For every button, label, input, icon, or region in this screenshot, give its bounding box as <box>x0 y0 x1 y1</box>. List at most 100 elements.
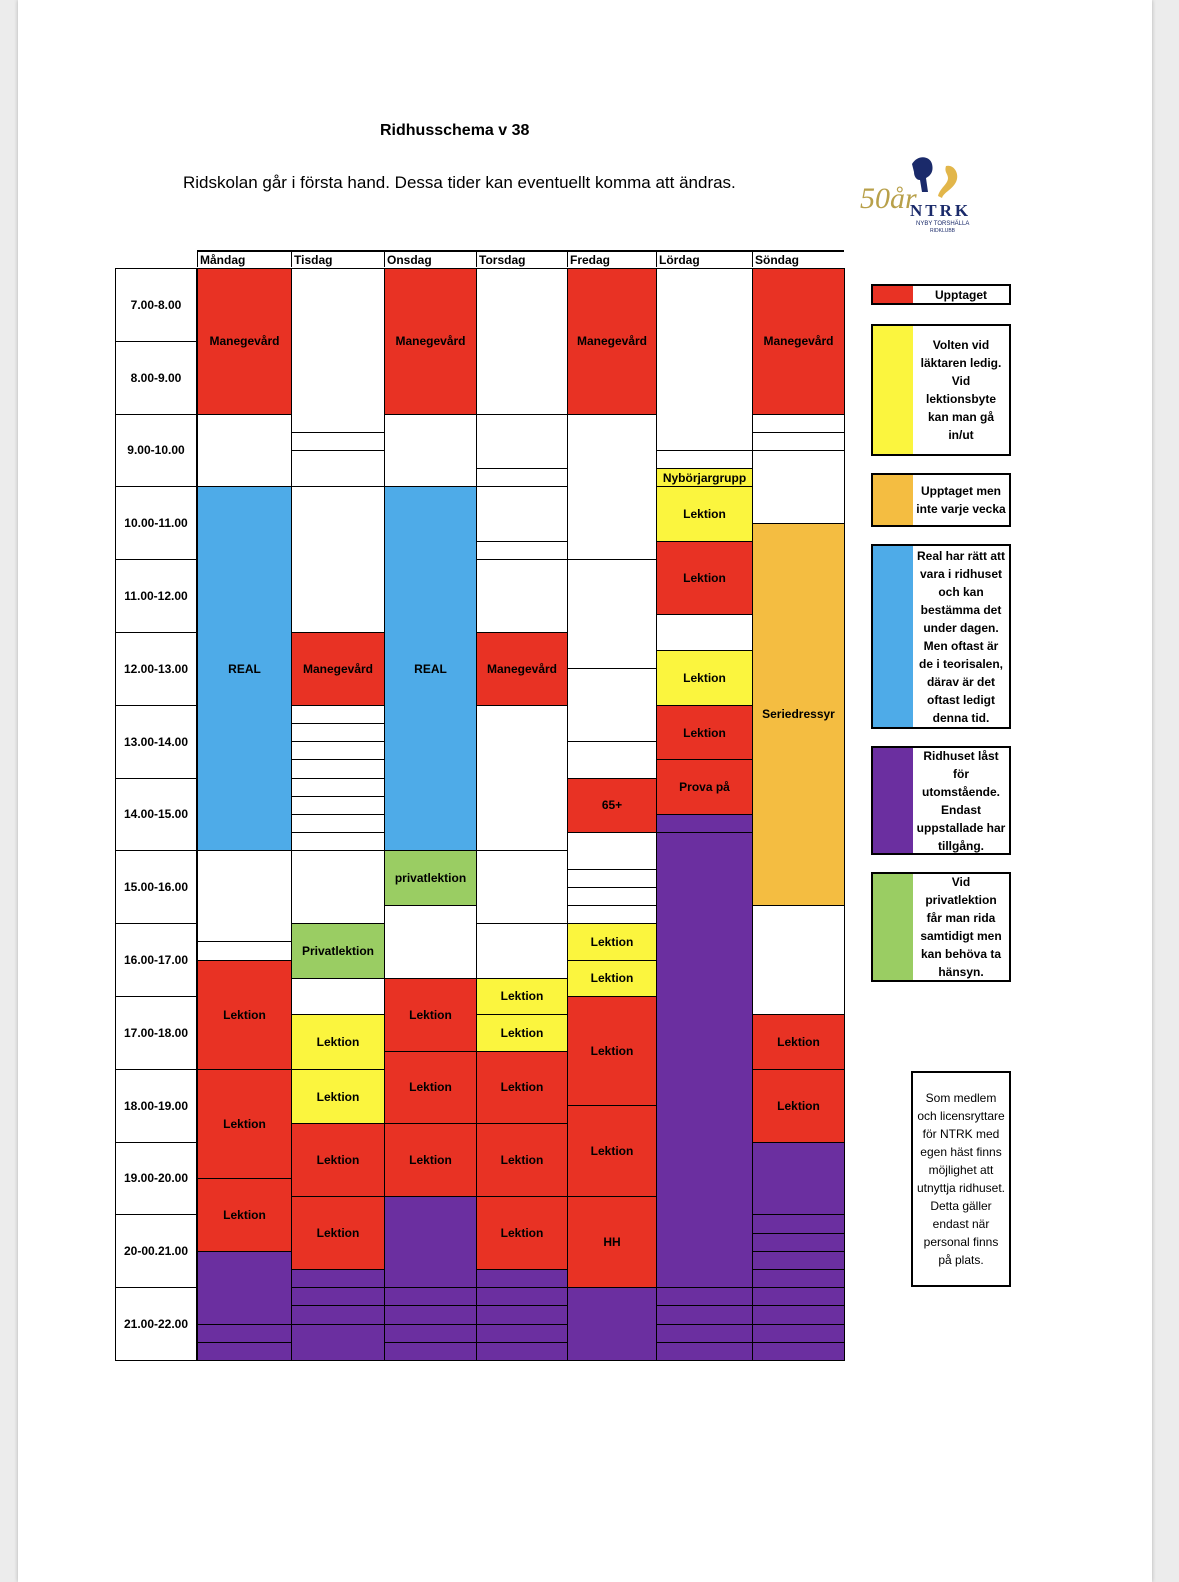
legend-label: Volten vid läktaren ledig. Vid lektionsb… <box>920 338 1002 442</box>
schedule-block <box>476 486 568 542</box>
schedule-block <box>291 431 385 451</box>
horse-silhouette-icon <box>912 157 933 192</box>
schedule-block <box>567 668 657 743</box>
schedule-block: Lektion <box>384 1123 477 1198</box>
schedule-block <box>752 413 845 433</box>
schedule-block: Lektion <box>384 977 477 1052</box>
schedule-block <box>752 1323 845 1343</box>
legend-swatch <box>873 748 913 853</box>
schedule-block: REAL <box>197 486 292 852</box>
schedule-block <box>656 268 753 451</box>
time-slot-label: 17.00-18.00 <box>115 996 197 1070</box>
schedule-block <box>752 431 845 451</box>
schedule-block: Lektion <box>197 959 292 1070</box>
schedule-block <box>476 923 568 979</box>
schedule-block: Manegevård <box>476 632 568 706</box>
schedule-block <box>384 1323 477 1343</box>
legend-item: Upptaget <box>871 284 1011 305</box>
schedule-block <box>384 413 477 488</box>
schedule-block <box>291 1323 385 1361</box>
schedule-block <box>476 1305 568 1325</box>
day-header: Fredag <box>567 250 656 267</box>
schedule-block: Lektion <box>656 650 753 706</box>
schedule-block <box>384 1341 477 1361</box>
schedule-block <box>656 814 753 834</box>
schedule-block: Lektion <box>656 541 753 615</box>
schedule-block <box>752 905 845 1016</box>
schedule-block: Lektion <box>476 1014 568 1052</box>
time-slot-label: 15.00-16.00 <box>115 850 197 925</box>
schedule-block <box>476 413 568 470</box>
schedule-block <box>291 741 385 761</box>
schedule-block <box>384 1305 477 1325</box>
schedule-block: Manegevård <box>567 268 657 415</box>
schedule-block <box>476 1323 568 1343</box>
schedule-block <box>567 559 657 670</box>
schedule-block <box>656 450 753 470</box>
logo-anniversary-text: 50år <box>860 182 917 215</box>
schedule-block <box>752 1232 845 1252</box>
schedule-block: Manegevård <box>197 268 292 415</box>
member-note: Som medlem och licensryttare för NTRK me… <box>911 1071 1011 1287</box>
schedule-block <box>567 832 657 870</box>
legend-swatch <box>873 874 913 980</box>
schedule-block <box>752 1341 845 1361</box>
schedule-block: Lektion <box>752 1068 845 1143</box>
schedule-block <box>291 486 385 633</box>
schedule-block <box>476 559 568 633</box>
schedule-block <box>291 1269 385 1289</box>
schedule-block <box>656 1341 753 1361</box>
schedule-block: Lektion <box>476 1050 568 1125</box>
schedule-block <box>656 832 753 1289</box>
day-header: Onsdag <box>384 250 476 267</box>
schedule-block <box>752 450 845 524</box>
schedule-block: Manegevård <box>752 268 845 415</box>
legend-swatch <box>873 286 913 303</box>
time-slot-label: 20-00.21.00 <box>115 1214 197 1289</box>
schedule-block <box>291 795 385 815</box>
page-title: Ridhusschema v 38 <box>380 122 530 139</box>
schedule-block: Lektion <box>476 977 568 1016</box>
logo-subline-1: NYBY TORSHÄLLA <box>916 220 969 227</box>
schedule-block <box>752 1141 845 1216</box>
schedule-block <box>752 1287 845 1307</box>
schedule-block <box>567 413 657 561</box>
page-subtitle: Ridskolan går i första hand. Dessa tider… <box>183 173 736 192</box>
schedule-block <box>567 1287 657 1361</box>
legend-item: Vid privatlektion får man rida samtidigt… <box>871 872 1011 982</box>
time-slot-label: 8.00-9.00 <box>115 340 197 415</box>
schedule-block: Lektion <box>476 1196 568 1270</box>
schedule-block <box>656 1323 753 1343</box>
schedule-block <box>291 759 385 779</box>
schedule-block: Lektion <box>567 996 657 1107</box>
schedule-block <box>291 977 385 1016</box>
schedule-block <box>384 1196 477 1289</box>
schedule-block <box>197 1323 292 1343</box>
schedule-block <box>291 1287 385 1307</box>
schedule-block <box>384 1287 477 1307</box>
time-slot-label: 13.00-14.00 <box>115 704 197 779</box>
day-header: Tisdag <box>291 250 384 267</box>
schedule-block: REAL <box>384 486 477 852</box>
day-header: Måndag <box>197 250 291 267</box>
schedule-block: Lektion <box>291 1196 385 1270</box>
schedule-block: Nybörjargrupp <box>656 468 753 488</box>
schedule-block: Lektion <box>291 1068 385 1125</box>
legend-label: Ridhuset låst för utomstående. Endast up… <box>916 748 1006 853</box>
schedule-block <box>656 1305 753 1325</box>
schedule-block <box>476 850 568 925</box>
schedule-block <box>197 941 292 961</box>
schedule-block <box>752 1305 845 1325</box>
schedule-block <box>476 1287 568 1307</box>
schedule-block: HH <box>567 1196 657 1289</box>
schedule-block: Lektion <box>656 704 753 761</box>
schedule-block <box>476 268 568 415</box>
schedule-block: Manegevård <box>384 268 477 415</box>
time-slot-label: 19.00-20.00 <box>115 1141 197 1216</box>
legend-swatch <box>873 326 913 454</box>
day-header: Lördag <box>656 250 752 267</box>
time-slot-label: 18.00-19.00 <box>115 1068 197 1143</box>
schedule-block: Lektion <box>752 1014 845 1070</box>
logo-subline-2: RIDKLUBB <box>930 228 956 234</box>
time-slot-label: 21.00-22.00 <box>115 1287 197 1361</box>
